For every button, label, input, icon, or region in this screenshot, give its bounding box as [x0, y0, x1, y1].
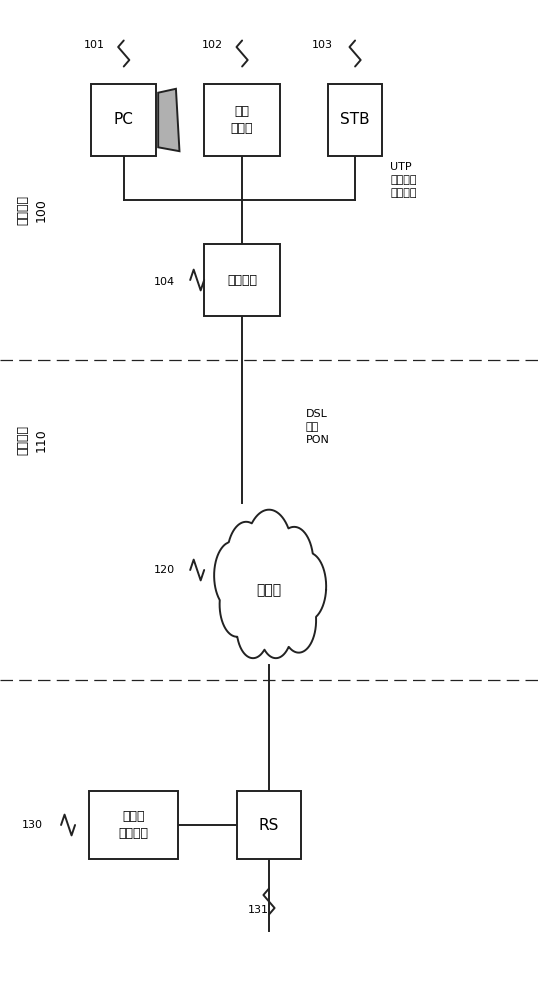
Text: 图特网: 图特网 — [257, 583, 281, 597]
Bar — [91, 84, 156, 156]
Text: PC: PC — [114, 112, 133, 127]
Bar — [328, 84, 382, 156]
Bar — [204, 84, 280, 156]
Bar — [237, 791, 301, 859]
Text: 101: 101 — [83, 40, 104, 50]
Text: 120: 120 — [153, 565, 174, 575]
Text: 104: 104 — [153, 277, 174, 287]
Text: 102: 102 — [202, 40, 223, 50]
Text: 130: 130 — [22, 820, 43, 830]
Text: DSL
线缆
PON: DSL 线缆 PON — [306, 409, 329, 445]
Text: 103: 103 — [312, 40, 333, 50]
Text: STB: STB — [340, 112, 370, 127]
Text: UTP
同轴线缆
电力接线: UTP 同轴线缆 电力接线 — [390, 162, 416, 198]
Polygon shape — [214, 510, 326, 658]
Text: 接入网络
110: 接入网络 110 — [17, 425, 48, 455]
Text: 游戏
控制台: 游戏 控制台 — [231, 105, 253, 135]
Bar — [89, 791, 178, 859]
Text: RS: RS — [259, 818, 279, 832]
Text: 家庭网络
100: 家庭网络 100 — [17, 195, 48, 225]
Text: 131: 131 — [247, 905, 268, 915]
Polygon shape — [158, 89, 180, 151]
Text: 集中式
诊断应用: 集中式 诊断应用 — [118, 810, 148, 840]
Text: 家庭网关: 家庭网关 — [227, 273, 257, 286]
Bar — [204, 244, 280, 316]
